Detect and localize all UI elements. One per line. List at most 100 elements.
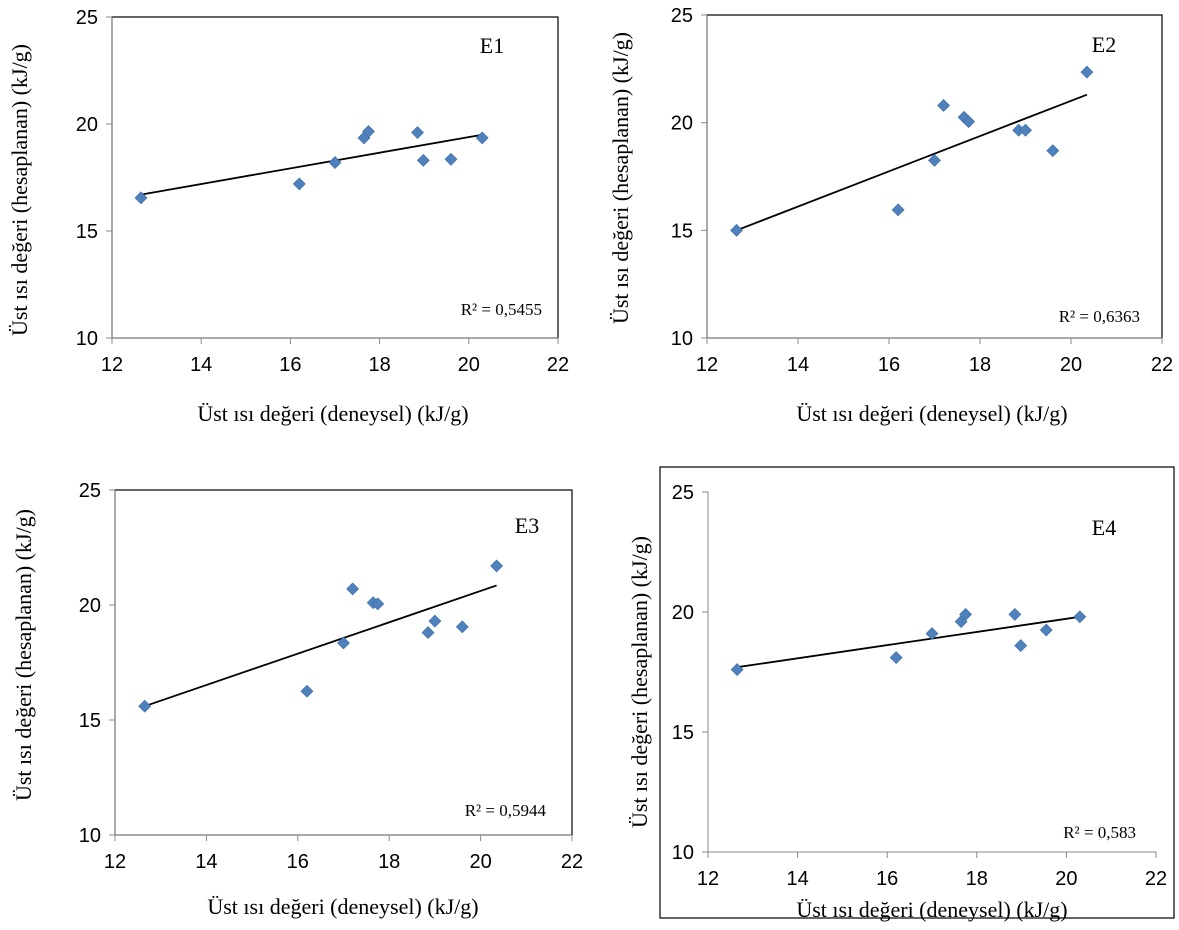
data-point xyxy=(490,559,504,573)
data-point xyxy=(328,156,342,169)
data-point xyxy=(1073,610,1087,624)
x-tick-label: 20 xyxy=(469,851,491,873)
x-tick-label: 12 xyxy=(696,354,718,376)
panel-title: E1 xyxy=(480,33,504,58)
x-tick-label: 18 xyxy=(969,354,991,376)
y-tick-label: 10 xyxy=(76,328,98,350)
x-tick-label: 20 xyxy=(458,354,480,376)
x-tick-label: 12 xyxy=(697,868,719,890)
x-tick-label: 14 xyxy=(786,868,808,890)
data-point xyxy=(928,153,941,167)
data-point xyxy=(371,597,385,611)
trendline xyxy=(736,615,1080,669)
data-point xyxy=(134,191,148,205)
data-point xyxy=(730,223,743,237)
y-tick-label: 20 xyxy=(672,602,694,624)
data-point xyxy=(925,627,939,641)
data-point xyxy=(362,125,375,138)
x-tick-label: 12 xyxy=(104,851,126,873)
y-tick-label: 10 xyxy=(671,328,693,350)
r-squared-label: R² = 0,5455 xyxy=(461,300,542,319)
data-point xyxy=(962,115,976,129)
y-axis-title: Üst ısı değeri (hesaplanan) (kJ/g) xyxy=(11,509,36,801)
y-tick-label: 20 xyxy=(79,595,101,617)
x-axis-title: Üst ısı değeri (deneysel) (kJ/g) xyxy=(796,401,1067,426)
x-tick-label: 16 xyxy=(287,851,309,873)
x-tick-label: 18 xyxy=(966,868,988,890)
r-squared-label: R² = 0,5944 xyxy=(465,801,547,820)
r-squared-label: R² = 0,6363 xyxy=(1059,307,1140,326)
r-squared-label: R² = 0,583 xyxy=(1063,823,1136,842)
x-tick-label: 14 xyxy=(787,354,809,376)
y-axis-title: Üst ısı değeri (hesaplanan) (kJ/g) xyxy=(627,536,652,828)
y-tick-label: 15 xyxy=(671,220,693,242)
chart-frame xyxy=(659,466,1175,919)
chart-panel-e4: 12 14 16 18 20 22 10 15 20 25 Üst ısı değeri (dene… xyxy=(627,466,1175,922)
data-point xyxy=(421,626,435,640)
y-tick-label: 20 xyxy=(76,114,98,136)
x-tick-label: 14 xyxy=(195,851,217,873)
data-point xyxy=(889,651,903,665)
chart-panel-e3: 12 14 16 18 20 22 10 15 20 25 Üst ısı değeri (dene… xyxy=(11,480,583,919)
data-point xyxy=(1039,623,1053,637)
x-tick-label: 22 xyxy=(1151,354,1173,376)
data-point xyxy=(937,99,951,112)
data-point xyxy=(416,153,430,167)
x-tick-label: 22 xyxy=(547,354,569,376)
panel-title: E3 xyxy=(515,513,539,538)
data-point xyxy=(475,131,489,145)
trendline xyxy=(144,584,497,708)
data-point xyxy=(138,699,152,713)
data-point xyxy=(444,152,458,166)
x-tick-label: 16 xyxy=(279,354,301,376)
data-point xyxy=(1080,65,1094,79)
x-tick-label: 22 xyxy=(561,851,583,873)
x-tick-label: 16 xyxy=(878,354,900,376)
panel-title: E2 xyxy=(1092,32,1116,57)
data-point xyxy=(730,663,744,677)
data-point xyxy=(337,636,350,650)
trendline xyxy=(140,133,483,196)
y-axis-title: Üst ısı değeri (hesaplanan) (kJ/g) xyxy=(7,44,32,336)
y-tick-label: 25 xyxy=(671,5,693,27)
chart-frame xyxy=(706,14,1163,339)
data-point xyxy=(891,203,905,217)
y-tick-label: 25 xyxy=(76,7,98,29)
y-tick-label: 10 xyxy=(672,842,694,864)
y-tick-label: 15 xyxy=(672,722,694,744)
x-tick-label: 18 xyxy=(368,354,390,376)
chart-frame xyxy=(111,16,559,339)
trendline xyxy=(736,93,1088,232)
chart-panel-e2: 12 14 16 18 20 22 10 15 20 25 Üst ısı değeri (dene… xyxy=(608,5,1173,426)
y-tick-label: 25 xyxy=(79,480,101,502)
data-point xyxy=(292,177,306,191)
data-point xyxy=(428,614,442,628)
data-point xyxy=(1014,639,1028,653)
x-tick-label: 20 xyxy=(1060,354,1082,376)
y-tick-label: 20 xyxy=(671,113,693,135)
data-point xyxy=(959,607,973,621)
x-axis-title: Üst ısı değeri (deneysel) (kJ/g) xyxy=(207,894,478,919)
y-tick-label: 25 xyxy=(672,482,694,504)
data-point xyxy=(346,582,360,596)
panel-title: E4 xyxy=(1092,515,1116,540)
y-tick-label: 15 xyxy=(79,710,101,732)
data-point xyxy=(1046,144,1060,158)
data-point xyxy=(455,620,469,634)
x-tick-label: 22 xyxy=(1145,868,1167,890)
chart-panel-e1: 12 14 16 18 20 22 10 15 20 25 Üst ısı değeri (dene… xyxy=(7,7,569,426)
data-point xyxy=(411,126,424,139)
chart-frame xyxy=(114,489,573,836)
data-point xyxy=(1019,123,1032,137)
y-tick-label: 10 xyxy=(79,825,101,847)
x-tick-label: 14 xyxy=(190,354,212,376)
x-tick-label: 18 xyxy=(378,851,400,873)
y-tick-label: 15 xyxy=(76,221,98,243)
y-axis-title: Üst ısı değeri (hesaplanan) (kJ/g) xyxy=(608,32,633,324)
x-axis-title: Üst ısı değeri (deneysel) (kJ/g) xyxy=(796,897,1067,922)
data-point xyxy=(300,684,314,698)
data-point xyxy=(1008,607,1022,621)
x-tick-label: 12 xyxy=(101,354,123,376)
x-tick-label: 16 xyxy=(876,868,898,890)
